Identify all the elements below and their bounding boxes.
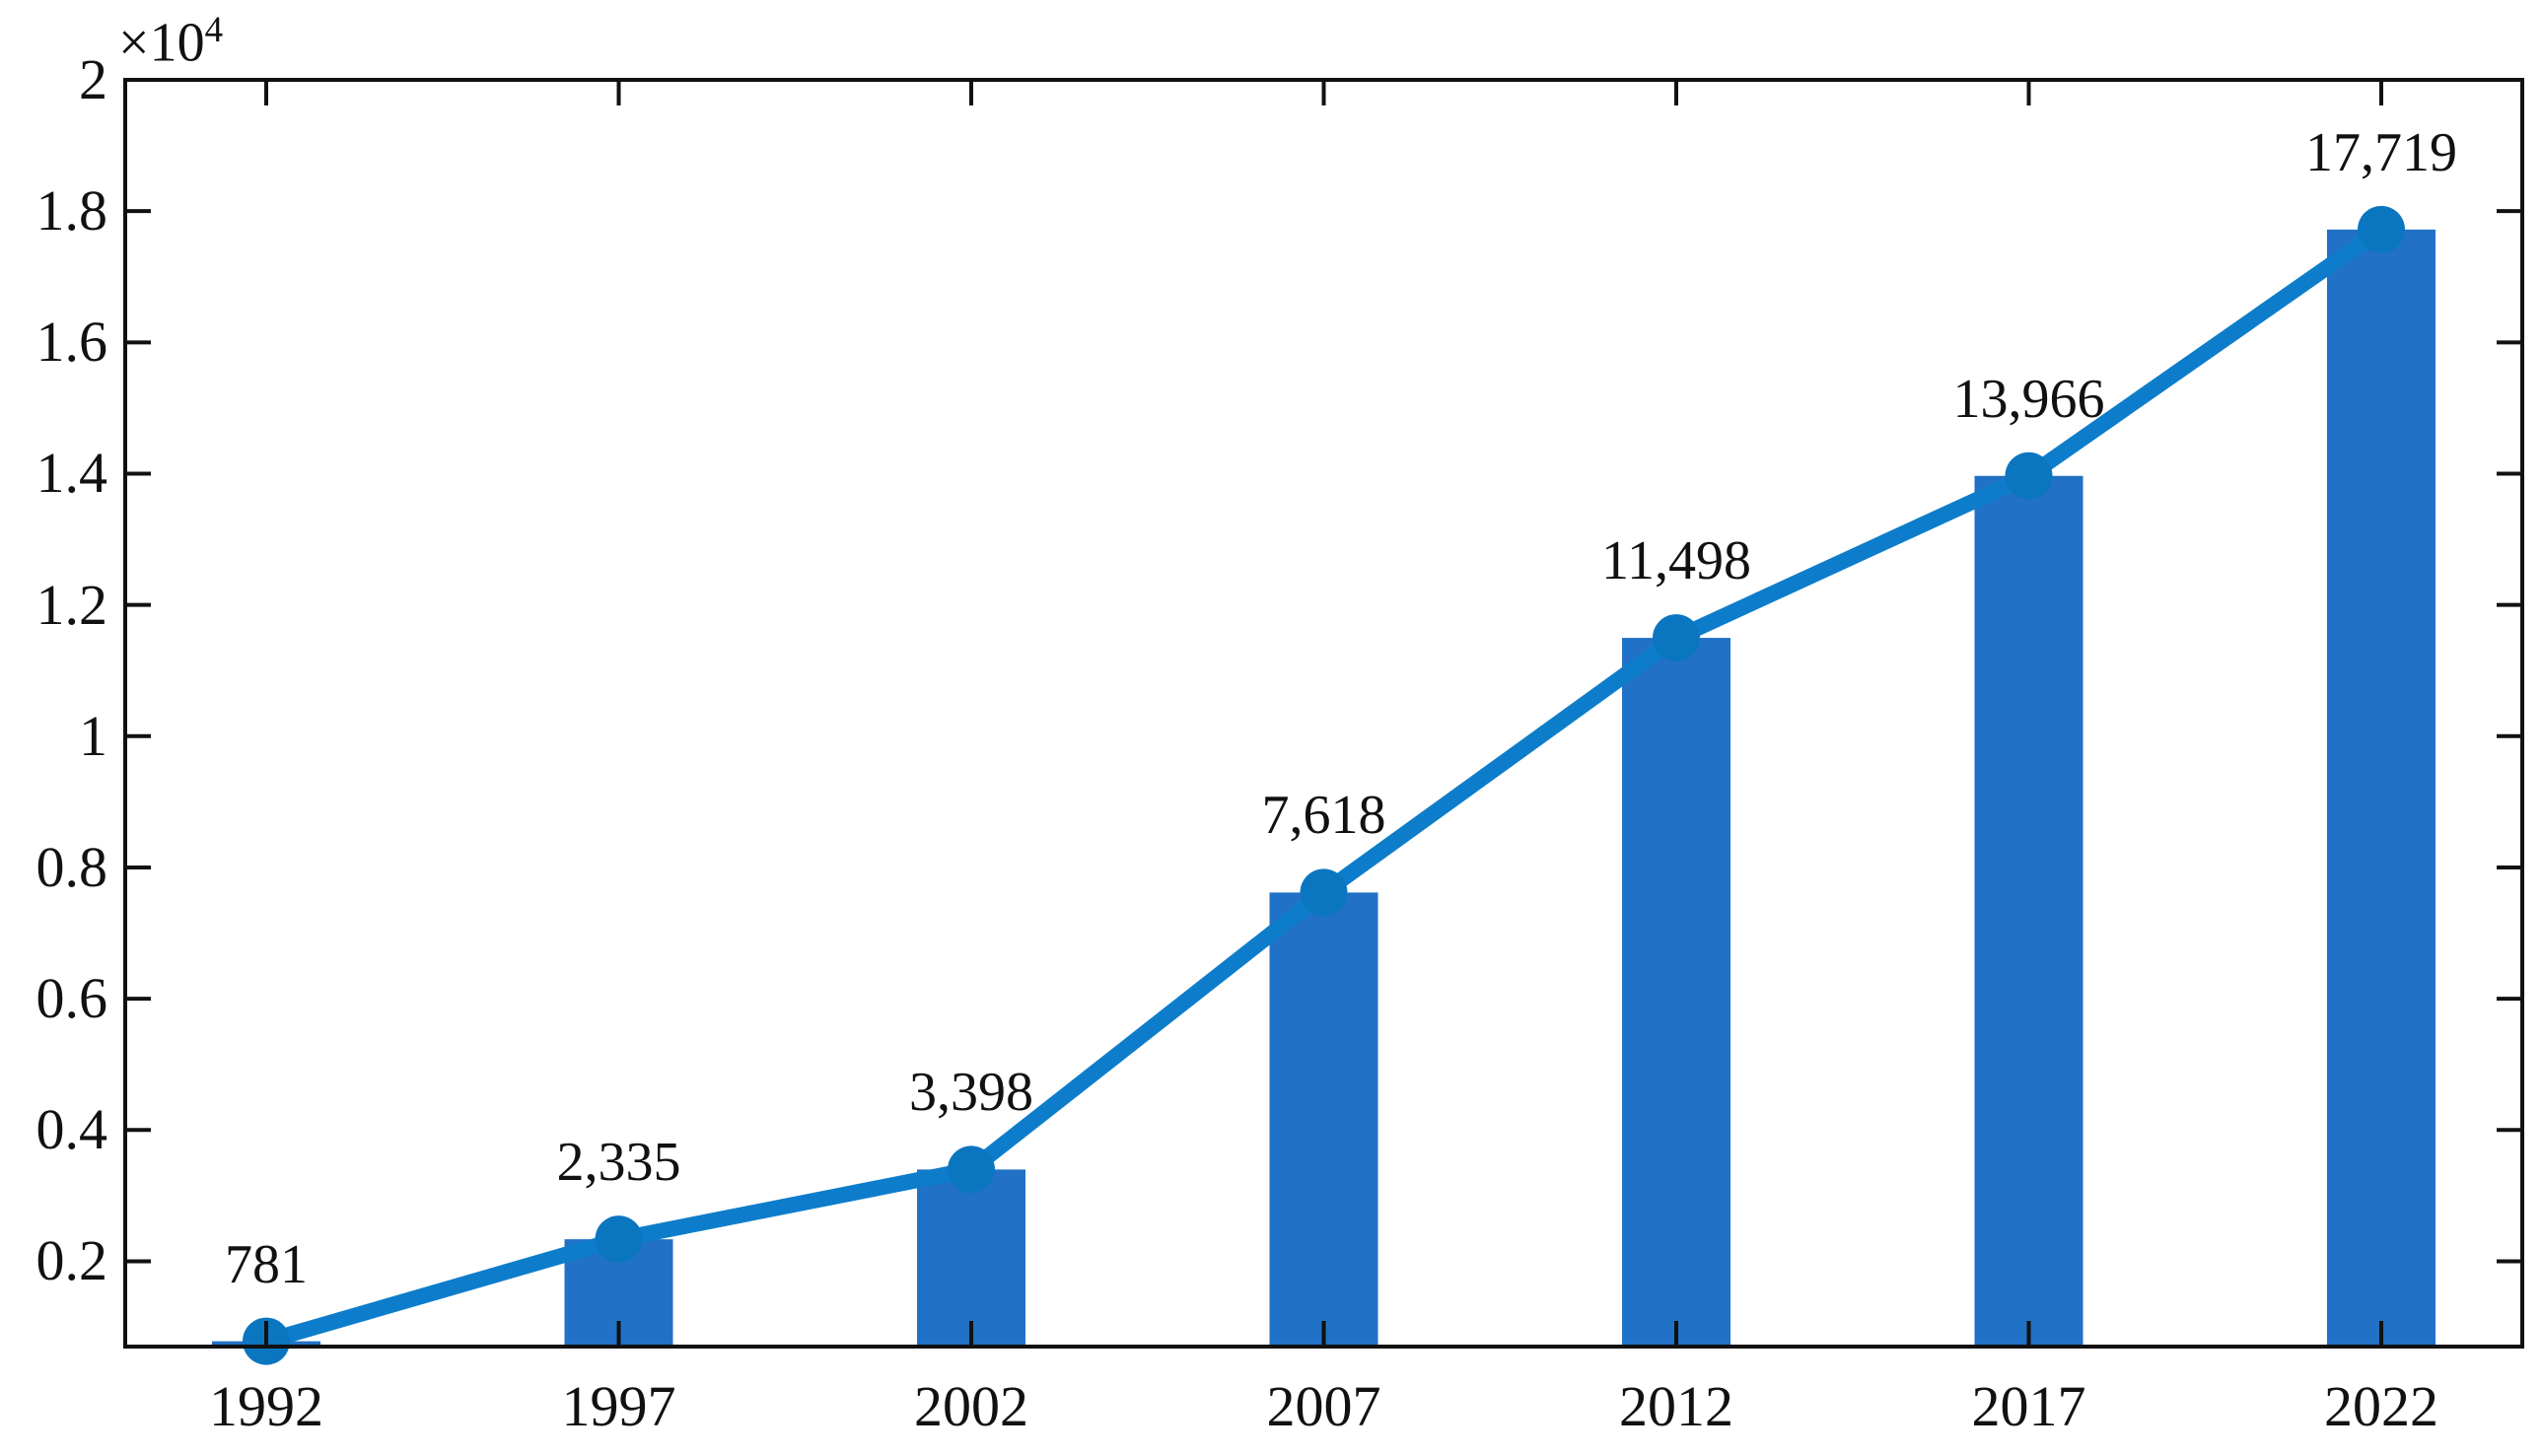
y-tick-label-2: 2 <box>79 47 107 111</box>
exponent-base: ×10 <box>118 12 205 74</box>
data-label-1997: 2,335 <box>556 1132 681 1194</box>
y-tick-label-1.6: 1.6 <box>35 310 108 375</box>
data-label-2022: 17,719 <box>2305 121 2457 183</box>
data-label-1992: 781 <box>225 1233 308 1295</box>
y-axis-exponent-label: ×104 <box>118 9 224 74</box>
bar-2012 <box>1622 638 1730 1347</box>
bar-2017 <box>1974 475 2083 1347</box>
bar-2007 <box>1269 892 1378 1347</box>
x-tick-label-1997: 1997 <box>561 1374 676 1438</box>
x-tick-label-1992: 1992 <box>209 1374 323 1438</box>
exponent-power: 4 <box>204 9 224 49</box>
marker-1997 <box>595 1215 643 1264</box>
y-tick-label-1.4: 1.4 <box>35 441 108 506</box>
marker-2017 <box>2005 451 2053 500</box>
x-tick-label-2012: 2012 <box>1619 1374 1733 1438</box>
y-tick-label-0.6: 0.6 <box>35 966 108 1031</box>
data-label-2002: 3,398 <box>909 1062 1033 1124</box>
marker-2007 <box>1300 868 1348 917</box>
x-tick-label-2017: 2017 <box>1971 1374 2086 1438</box>
y-tick-label-1: 1 <box>79 703 107 768</box>
data-label-2017: 13,966 <box>1952 368 2105 430</box>
data-label-2012: 11,498 <box>1601 530 1751 592</box>
bar-2022 <box>2327 229 2436 1348</box>
y-tick-label-0.2: 0.2 <box>35 1228 108 1293</box>
marker-2022 <box>2358 205 2405 253</box>
x-tick-label-2022: 2022 <box>2324 1374 2438 1438</box>
data-label-2007: 7,618 <box>1261 785 1386 847</box>
x-tick-label-2007: 2007 <box>1266 1374 1381 1438</box>
x-tick-label-2002: 2002 <box>914 1374 1028 1438</box>
y-tick-label-0.8: 0.8 <box>35 834 108 899</box>
marker-2012 <box>1653 614 1700 662</box>
y-tick-label-1.2: 1.2 <box>35 572 108 637</box>
y-tick-label-1.8: 1.8 <box>35 178 108 243</box>
bar-2002 <box>917 1169 1025 1347</box>
y-tick-label-0.4: 0.4 <box>35 1097 108 1162</box>
marker-2002 <box>948 1145 995 1194</box>
